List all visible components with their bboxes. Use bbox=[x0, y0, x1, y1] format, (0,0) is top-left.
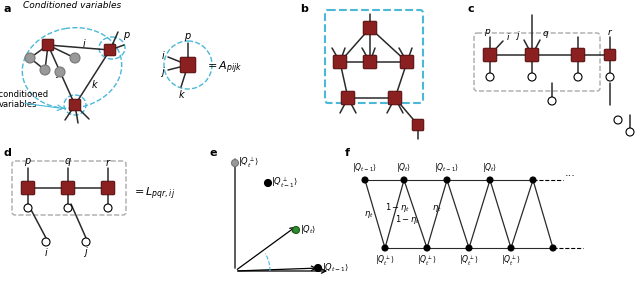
Text: $j$: $j$ bbox=[160, 65, 166, 79]
FancyBboxPatch shape bbox=[21, 181, 35, 195]
Text: c: c bbox=[467, 4, 474, 14]
Text: $= A_{pijk}$: $= A_{pijk}$ bbox=[205, 60, 243, 76]
Text: b: b bbox=[300, 4, 308, 14]
FancyBboxPatch shape bbox=[341, 91, 355, 105]
Text: f: f bbox=[345, 148, 350, 158]
Text: $|Q_t\rangle$: $|Q_t\rangle$ bbox=[396, 161, 412, 174]
Text: $|Q_t^\perp\rangle$: $|Q_t^\perp\rangle$ bbox=[501, 254, 521, 268]
Circle shape bbox=[444, 177, 450, 183]
Circle shape bbox=[382, 245, 388, 251]
Text: $j$: $j$ bbox=[515, 28, 521, 42]
Text: $|Q_t\rangle$: $|Q_t\rangle$ bbox=[483, 161, 498, 174]
Text: $i$: $i$ bbox=[82, 37, 86, 49]
Text: $\eta_t$: $\eta_t$ bbox=[432, 203, 442, 214]
Text: $|Q_{t-1}\rangle$: $|Q_{t-1}\rangle$ bbox=[435, 161, 460, 174]
Text: d: d bbox=[3, 148, 11, 158]
Text: $i$: $i$ bbox=[44, 246, 49, 258]
Circle shape bbox=[606, 73, 614, 81]
Circle shape bbox=[104, 204, 112, 212]
Text: $p$: $p$ bbox=[24, 156, 32, 168]
Circle shape bbox=[314, 264, 321, 271]
Text: $q$: $q$ bbox=[542, 30, 550, 40]
Text: Conditioned variables: Conditioned variables bbox=[23, 1, 121, 10]
Text: $i$: $i$ bbox=[161, 49, 165, 61]
FancyBboxPatch shape bbox=[572, 48, 585, 62]
Circle shape bbox=[64, 204, 72, 212]
FancyBboxPatch shape bbox=[364, 21, 377, 35]
Circle shape bbox=[486, 73, 494, 81]
Text: $\mathrm{arccos}\sqrt{\eta_t}$: $\mathrm{arccos}\sqrt{\eta_t}$ bbox=[255, 279, 300, 281]
FancyBboxPatch shape bbox=[61, 181, 75, 195]
Text: $k$: $k$ bbox=[178, 88, 186, 100]
Circle shape bbox=[424, 245, 430, 251]
Text: $p$: $p$ bbox=[484, 26, 492, 37]
Text: $|Q_{t-1}\rangle$: $|Q_{t-1}\rangle$ bbox=[322, 262, 349, 275]
Text: $j$: $j$ bbox=[55, 66, 61, 80]
Circle shape bbox=[42, 238, 50, 246]
Text: $|Q_{t-1}\rangle$: $|Q_{t-1}\rangle$ bbox=[353, 161, 378, 174]
FancyBboxPatch shape bbox=[604, 49, 616, 61]
Text: $|Q_t^\perp\rangle$: $|Q_t^\perp\rangle$ bbox=[238, 156, 259, 170]
Circle shape bbox=[548, 97, 556, 105]
Circle shape bbox=[574, 73, 582, 81]
Circle shape bbox=[528, 73, 536, 81]
Text: Unconditioned
variables: Unconditioned variables bbox=[0, 90, 49, 109]
Text: $|Q_t^\perp\rangle$: $|Q_t^\perp\rangle$ bbox=[417, 254, 436, 268]
Text: $|Q_t\rangle$: $|Q_t\rangle$ bbox=[300, 223, 316, 237]
FancyBboxPatch shape bbox=[69, 99, 81, 111]
Circle shape bbox=[530, 177, 536, 183]
Text: $r$: $r$ bbox=[105, 157, 111, 167]
FancyBboxPatch shape bbox=[42, 39, 54, 51]
Text: $1-\eta_t$: $1-\eta_t$ bbox=[395, 214, 420, 226]
Text: ...: ... bbox=[565, 168, 576, 178]
Text: $i$: $i$ bbox=[506, 31, 510, 42]
Text: $p$: $p$ bbox=[184, 31, 192, 43]
Text: a: a bbox=[3, 4, 10, 14]
Circle shape bbox=[82, 238, 90, 246]
Circle shape bbox=[466, 245, 472, 251]
FancyBboxPatch shape bbox=[364, 55, 377, 69]
FancyBboxPatch shape bbox=[104, 44, 116, 56]
FancyBboxPatch shape bbox=[400, 55, 413, 69]
Circle shape bbox=[55, 67, 65, 77]
FancyBboxPatch shape bbox=[333, 55, 347, 69]
Text: $|Q_{t-1}^\perp\rangle$: $|Q_{t-1}^\perp\rangle$ bbox=[271, 176, 298, 190]
Circle shape bbox=[292, 226, 300, 234]
Text: $= L_{pqr,ij}$: $= L_{pqr,ij}$ bbox=[132, 186, 175, 202]
Circle shape bbox=[550, 245, 556, 251]
Text: $1-\eta_t$: $1-\eta_t$ bbox=[385, 201, 410, 214]
Circle shape bbox=[487, 177, 493, 183]
Circle shape bbox=[614, 116, 622, 124]
FancyBboxPatch shape bbox=[525, 48, 539, 62]
Text: $j$: $j$ bbox=[83, 245, 89, 259]
Circle shape bbox=[232, 160, 239, 167]
Text: $q$: $q$ bbox=[64, 156, 72, 168]
Text: $|Q_t^\perp\rangle$: $|Q_t^\perp\rangle$ bbox=[375, 254, 395, 268]
Text: $p$: $p$ bbox=[123, 30, 131, 42]
Circle shape bbox=[508, 245, 514, 251]
FancyBboxPatch shape bbox=[388, 91, 402, 105]
Circle shape bbox=[40, 65, 50, 75]
Circle shape bbox=[70, 53, 80, 63]
Text: $\eta_t$: $\eta_t$ bbox=[364, 209, 374, 219]
FancyBboxPatch shape bbox=[483, 48, 497, 62]
Circle shape bbox=[362, 177, 368, 183]
Text: $|Q_t^\perp\rangle$: $|Q_t^\perp\rangle$ bbox=[460, 254, 479, 268]
Circle shape bbox=[626, 128, 634, 136]
FancyBboxPatch shape bbox=[180, 57, 196, 73]
Circle shape bbox=[264, 180, 271, 187]
Text: $r$: $r$ bbox=[607, 27, 613, 37]
Text: $k$: $k$ bbox=[91, 78, 99, 90]
FancyBboxPatch shape bbox=[101, 181, 115, 195]
Circle shape bbox=[24, 204, 32, 212]
FancyBboxPatch shape bbox=[412, 119, 424, 131]
Circle shape bbox=[401, 177, 407, 183]
Circle shape bbox=[25, 53, 35, 63]
Text: e: e bbox=[210, 148, 218, 158]
